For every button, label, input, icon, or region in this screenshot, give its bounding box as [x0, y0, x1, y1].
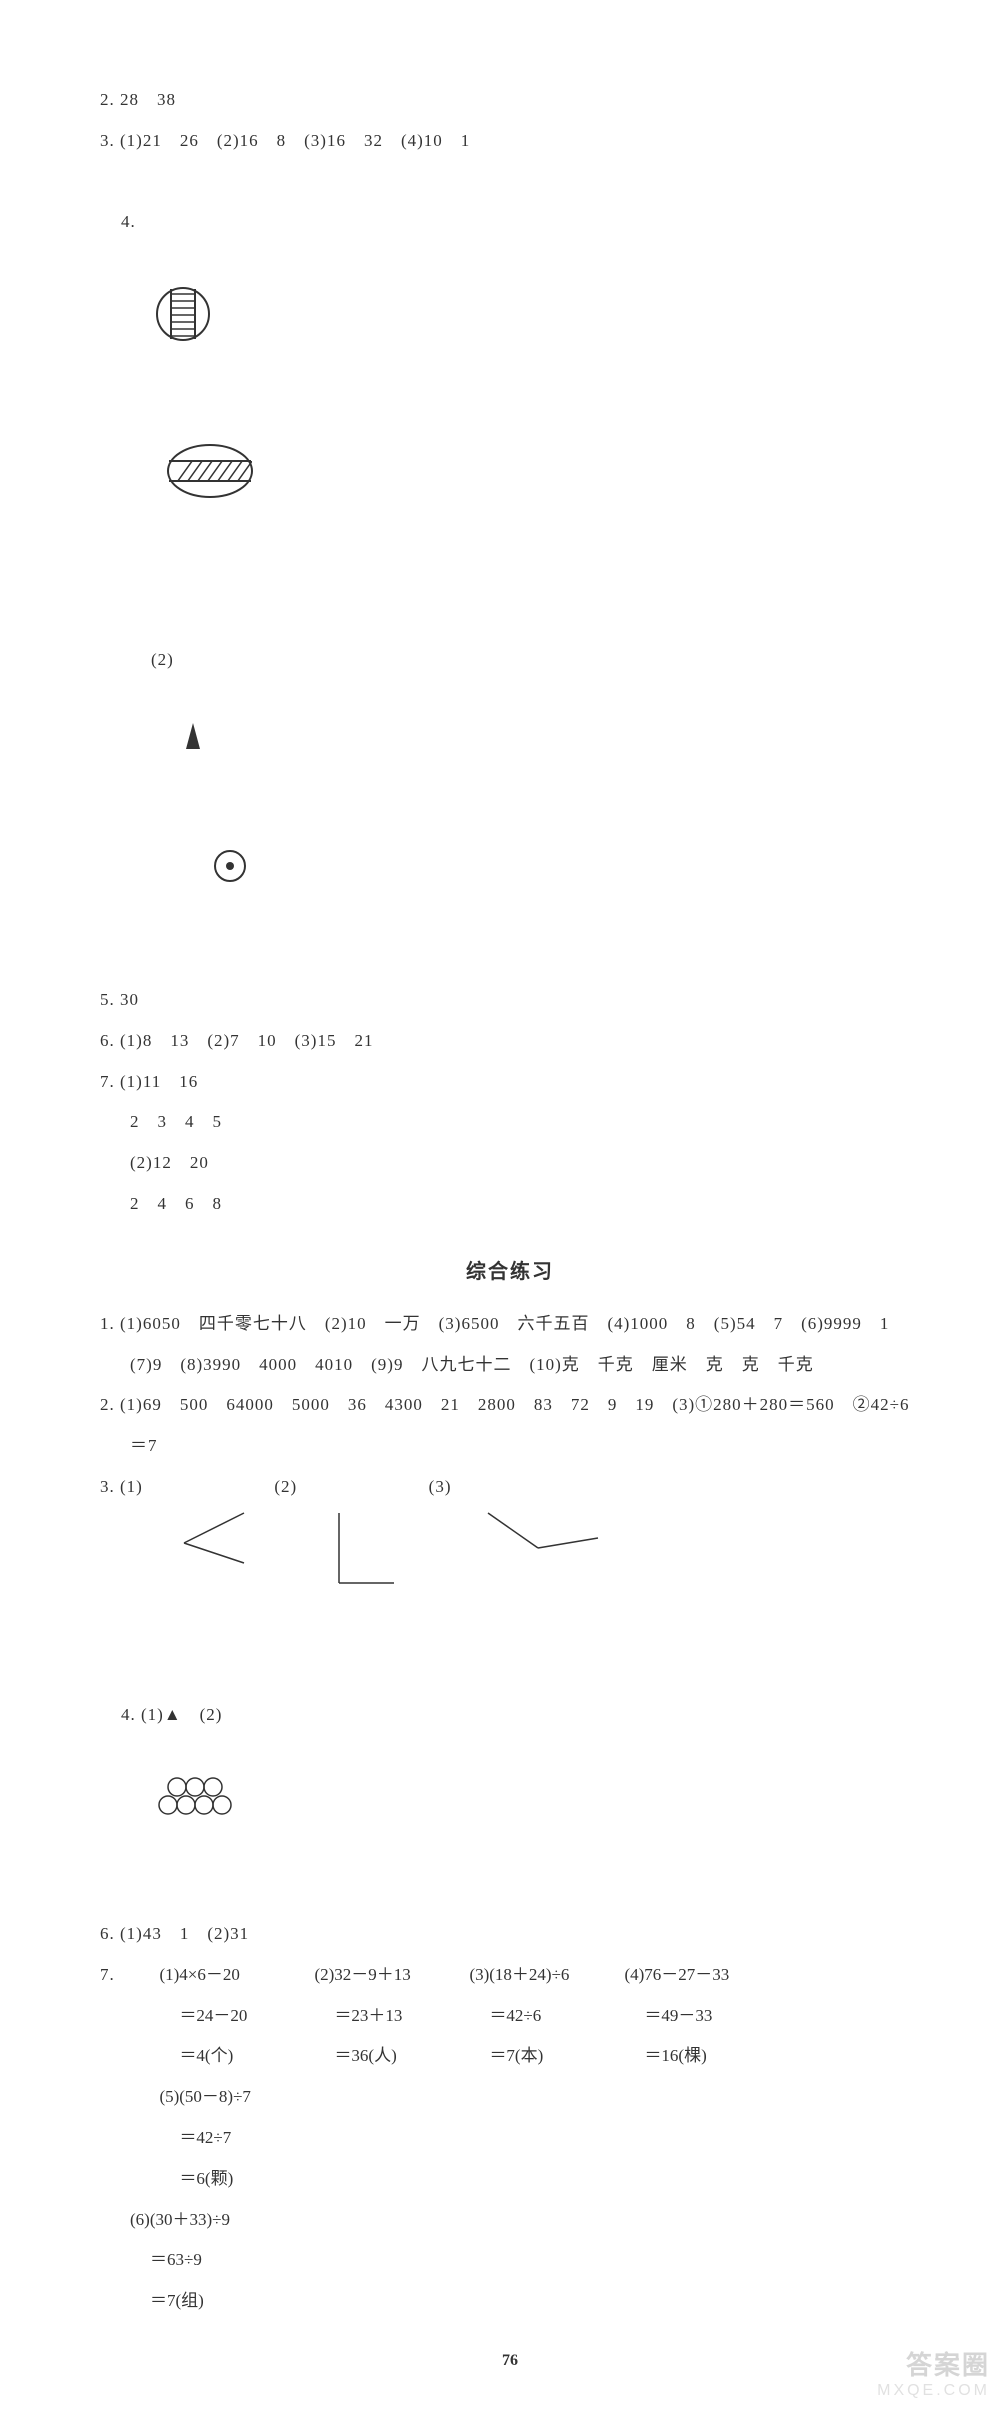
section-title: 综合练习: [100, 1255, 920, 1284]
p2-q7-c5-r0: (5)(50－8)÷7: [159, 2077, 314, 2118]
watermark-bottom: MXQE.COM: [877, 2382, 990, 2400]
p2-q7-col1: (1)4×6－20 ＝24－20 ＝4(个): [159, 1955, 314, 2077]
p2-q7-c1-r2: ＝4(个): [159, 2036, 314, 2077]
p2-q7-c2-r1: ＝23＋13: [314, 1996, 469, 2037]
answer-line-q7a: 7. (1)11 16: [100, 1062, 920, 1103]
p2-q7-c3-r2: ＝7(本): [469, 2036, 624, 2077]
p2-q1a: 1. (1)6050 四千零七十八 (2)10 一万 (3)6500 六千五百 …: [100, 1304, 920, 1345]
p2-q7-col3: (3)(18＋24)÷6 ＝42÷6 ＝7(本): [469, 1955, 624, 2077]
p2-q7-c3-r1: ＝42÷6: [469, 1996, 624, 2037]
p2-q7-col5: (5)(50－8)÷7 ＝42÷7 ＝6(颗): [159, 2077, 314, 2199]
p2-q3: 3. (1) (2) (3): [100, 1467, 920, 1644]
p2-q7-c1-r0: (1)4×6－20: [159, 1955, 314, 1996]
watermark: 答案圈 MXQE.COM: [877, 2345, 990, 2400]
p2-q3-3-label: (3): [429, 1467, 452, 1508]
p2-q4: 4. (1)▲ (2): [100, 1654, 920, 1914]
answer-line-q6: 6. (1)8 13 (2)7 10 (3)15 21: [100, 1021, 920, 1062]
p2-q3-angle2-icon: [297, 1467, 399, 1644]
p2-q1b: (7)9 (8)3990 4000 4010 (9)9 八九七十二 (10)克 …: [100, 1345, 920, 1386]
p2-q7-col2: (2)32－9＋13 ＝23＋13 ＝36(人): [314, 1955, 469, 2077]
p2-q4-circles-icon: [121, 1736, 243, 1873]
p2-q7-c4-r0: (4)76－27－33: [624, 1955, 779, 1996]
answer-line-q4-2: (2): [100, 599, 920, 980]
answer-line-q2: 2. 28 38: [100, 80, 920, 121]
q4-circle-vertical-hatch-icon: [121, 243, 213, 400]
p2-q7-c6-r1: ＝63÷9: [130, 2240, 285, 2281]
p2-q7-c3-r0: (3)(18＋24)÷6: [469, 1955, 624, 1996]
p2-q4-label: 4. (1)▲ (2): [121, 1705, 222, 1724]
answer-line-q7c: (2)12 20: [100, 1143, 920, 1184]
p2-q3-1-label: 3. (1): [100, 1467, 143, 1508]
p2-q7-c4-r2: ＝16(棵): [624, 2036, 779, 2077]
answer-line-q7d: 2 4 6 8: [100, 1184, 920, 1225]
p2-q7-c6-r0: (6)(30＋33)÷9: [130, 2200, 285, 2241]
q4-2-label: (2): [151, 650, 174, 669]
p2-q3-angle1-icon: [143, 1467, 255, 1624]
p2-q7-col6: (6)(30＋33)÷9 ＝63÷9 ＝7(组): [130, 2200, 285, 2322]
p2-q7-c5-r1: ＝42÷7: [159, 2118, 314, 2159]
p2-q7-col4: (4)76－27－33 ＝49－33 ＝16(棵): [624, 1955, 779, 2077]
p2-q7-c2-r2: ＝36(人): [314, 2036, 469, 2077]
watermark-top: 答案圈: [877, 2345, 990, 2382]
p2-q7-c2-r0: (2)32－9＋13: [314, 1955, 469, 1996]
p2-q3-angle3-icon: [451, 1467, 603, 1614]
answer-line-q5: 5. 30: [100, 980, 920, 1021]
p2-q3-2-label: (2): [274, 1467, 297, 1508]
answer-line-q4: 4.: [100, 162, 920, 599]
p2-q2b: ＝7: [100, 1426, 920, 1467]
page-number: 76: [100, 2352, 920, 2370]
q4-circle-horizontal-hatch-icon: [133, 401, 255, 558]
q4-2-target-icon: [181, 808, 247, 939]
answer-line-q7b: 2 3 4 5: [100, 1102, 920, 1143]
p2-q6: 6. (1)43 1 (2)31: [100, 1914, 920, 1955]
p2-q7-label: 7.: [100, 1955, 129, 2200]
p2-q7-c4-r1: ＝49－33: [624, 1996, 779, 2037]
answer-line-q3: 3. (1)21 26 (2)16 8 (3)16 32 (4)10 1: [100, 121, 920, 162]
q4-2-triangle-icon: [151, 680, 203, 807]
p2-q7-c5-r2: ＝6(颗): [159, 2159, 314, 2200]
p2-q7-c6-r2: ＝7(组): [130, 2281, 285, 2322]
p2-q7-c1-r1: ＝24－20: [159, 1996, 314, 2037]
q4-label: 4.: [121, 212, 136, 231]
p2-q2a: 2. (1)69 500 64000 5000 36 4300 21 2800 …: [100, 1385, 920, 1426]
p2-q7-grid: (1)4×6－20 ＝24－20 ＝4(个) (2)32－9＋13 ＝23＋13…: [159, 1955, 920, 2200]
